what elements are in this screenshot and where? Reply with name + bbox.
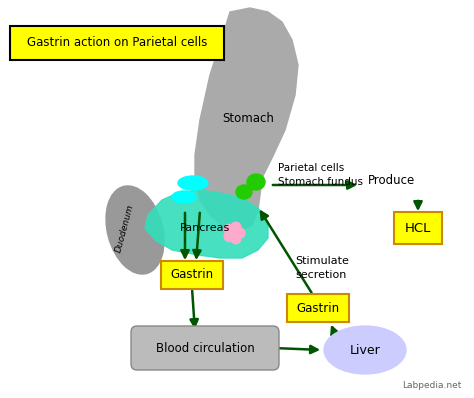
- Circle shape: [235, 228, 245, 238]
- FancyBboxPatch shape: [287, 294, 349, 322]
- Circle shape: [224, 224, 234, 234]
- FancyBboxPatch shape: [131, 326, 279, 370]
- Polygon shape: [145, 190, 268, 258]
- Circle shape: [231, 234, 241, 244]
- Ellipse shape: [106, 186, 164, 274]
- Text: Blood circulation: Blood circulation: [155, 341, 255, 355]
- Text: Parietal cells
Stomach fundus: Parietal cells Stomach fundus: [278, 164, 363, 187]
- Ellipse shape: [236, 185, 252, 199]
- Text: Duodenum: Duodenum: [114, 203, 136, 253]
- Text: Gastrin action on Parietal cells: Gastrin action on Parietal cells: [27, 37, 207, 49]
- Text: Pancreas: Pancreas: [180, 223, 230, 233]
- Text: Produce: Produce: [368, 174, 415, 187]
- FancyBboxPatch shape: [10, 26, 224, 60]
- Ellipse shape: [247, 174, 265, 190]
- Text: Stimulate
secretion: Stimulate secretion: [295, 256, 349, 280]
- Polygon shape: [195, 8, 298, 232]
- Text: Liver: Liver: [350, 343, 380, 357]
- Circle shape: [224, 232, 234, 242]
- Circle shape: [231, 222, 241, 232]
- FancyBboxPatch shape: [394, 212, 442, 244]
- Ellipse shape: [324, 326, 406, 374]
- Text: Stomach: Stomach: [222, 111, 274, 125]
- Ellipse shape: [178, 176, 208, 190]
- Circle shape: [230, 229, 238, 237]
- Text: HCL: HCL: [405, 222, 431, 234]
- Text: Gastrin: Gastrin: [296, 302, 339, 314]
- Ellipse shape: [172, 191, 196, 203]
- Text: Gastrin: Gastrin: [171, 269, 214, 281]
- Text: Labpedia.net: Labpedia.net: [402, 381, 462, 390]
- FancyBboxPatch shape: [161, 261, 223, 289]
